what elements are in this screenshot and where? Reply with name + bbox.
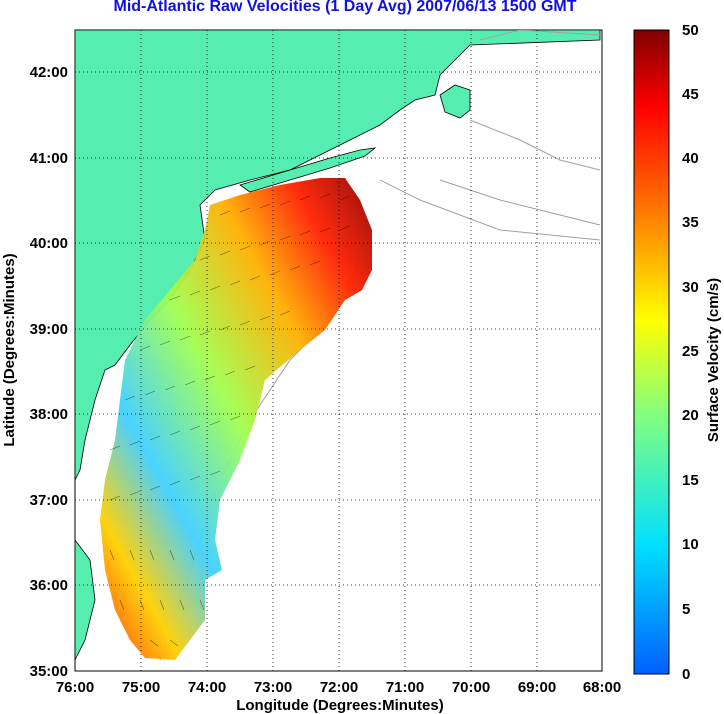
colorbar-tick-labels: 50 45 40 35 30 25 20 15 10 5 0 <box>682 22 699 683</box>
land-mass <box>75 30 601 481</box>
long-island <box>239 147 377 193</box>
y-tick-label: 41:00 <box>30 150 68 167</box>
x-tick-labels: 76:00 75:00 74:00 73:00 72:00 71:00 70:0… <box>56 679 621 696</box>
x-axis-label: Longitude (Degrees:Minutes) <box>236 697 444 714</box>
colorbar-tick-label: 50 <box>682 22 699 39</box>
y-tick-label: 39:00 <box>30 321 68 338</box>
y-tick-label: 35:00 <box>30 663 68 680</box>
colorbar <box>633 29 670 675</box>
graticule <box>75 30 602 671</box>
x-tick-label: 72:00 <box>320 679 358 696</box>
colorbar-tick-label: 40 <box>682 150 699 167</box>
colorbar-tick-label: 10 <box>682 536 699 553</box>
x-tick-label: 73:00 <box>254 679 292 696</box>
x-tick-label: 68:00 <box>583 679 621 696</box>
y-tick-label: 42:00 <box>30 64 68 81</box>
cape-cod <box>439 84 471 119</box>
x-tick-label: 70:00 <box>452 679 490 696</box>
colorbar-tick-label: 0 <box>682 666 690 683</box>
y-tick-label: 36:00 <box>30 577 68 594</box>
colorbar-tick-label: 30 <box>682 279 699 296</box>
colorbar-tick-label: 35 <box>682 214 699 231</box>
y-axis-label: Latitude (Degrees:Minutes) <box>1 253 18 446</box>
x-tick-label: 71:00 <box>386 679 424 696</box>
y-tick-labels: 42:00 41:00 40:00 39:00 38:00 37:00 36:0… <box>30 64 68 680</box>
colorbar-tick-label: 25 <box>682 343 699 360</box>
y-tick-label: 40:00 <box>30 235 68 252</box>
y-tick-label: 38:00 <box>30 406 68 423</box>
colorbar-tick-label: 5 <box>682 601 690 618</box>
colorbar-tick-label: 45 <box>682 86 699 103</box>
map-title: Mid-Atlantic Raw Velocities (1 Day Avg) … <box>113 0 577 15</box>
colorbar-tick-label: 15 <box>682 472 699 489</box>
colorbar-label: Surface Velocity (cm/s) <box>705 278 722 442</box>
x-tick-label: 69:00 <box>518 679 556 696</box>
land-mass-south <box>75 539 96 661</box>
x-tick-label: 75:00 <box>122 679 160 696</box>
velocity-arrows <box>109 193 351 647</box>
x-tick-label: 76:00 <box>56 679 94 696</box>
x-tick-label: 74:00 <box>188 679 226 696</box>
colorbar-tick-label: 20 <box>682 407 699 424</box>
velocity-field <box>100 178 372 660</box>
y-tick-label: 37:00 <box>30 492 68 509</box>
